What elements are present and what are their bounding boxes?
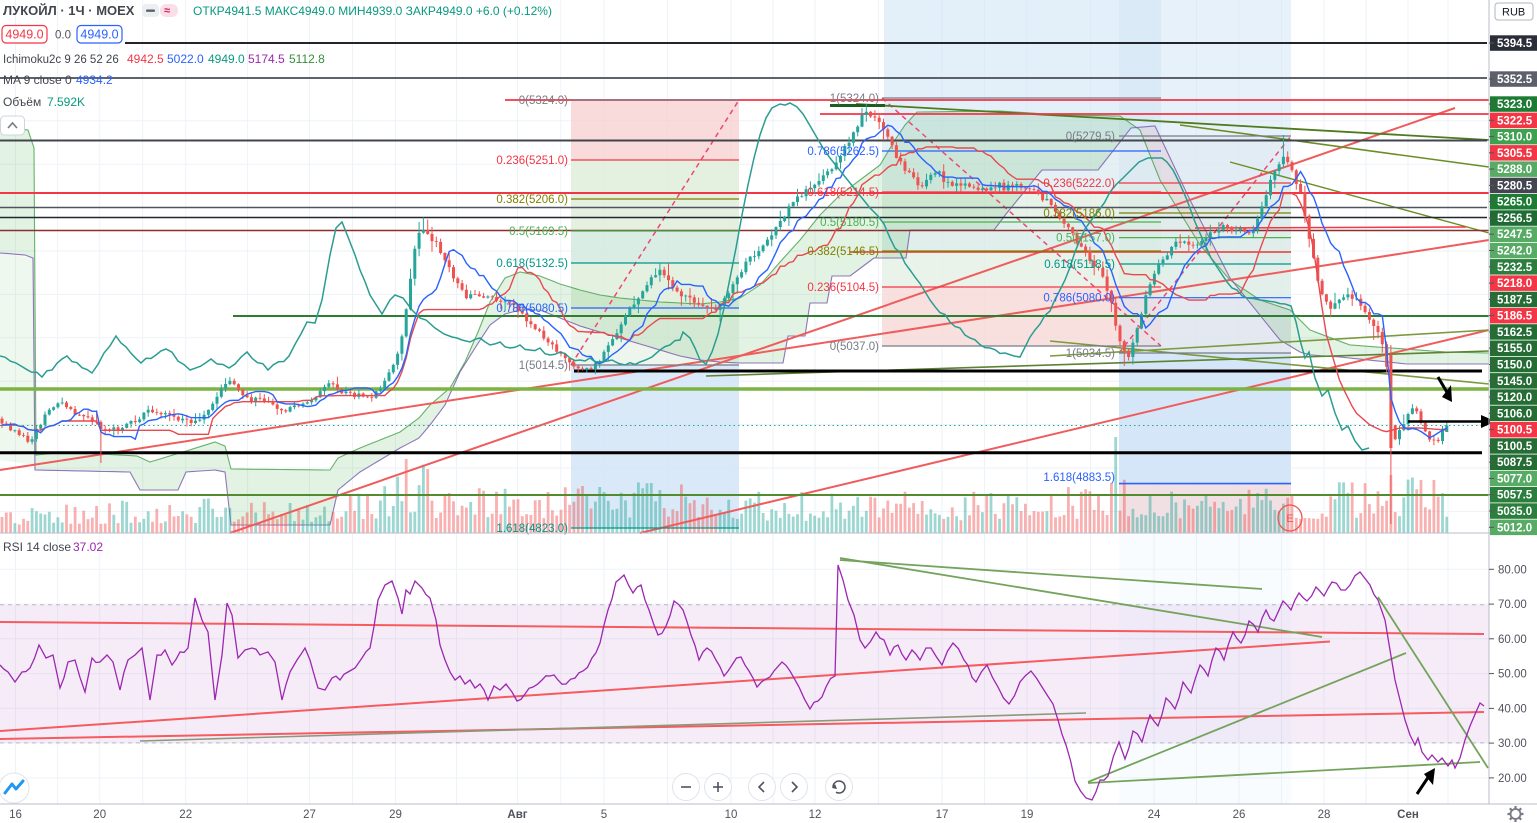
svg-text:5186.5: 5186.5	[1497, 311, 1533, 323]
svg-text:5057.5: 5057.5	[1497, 490, 1533, 502]
svg-text:37.02: 37.02	[73, 540, 103, 554]
svg-text:5288.0: 5288.0	[1497, 164, 1532, 176]
svg-text:20.00: 20.00	[1498, 773, 1527, 785]
svg-text:4949.0: 4949.0	[5, 28, 43, 42]
svg-text:ОТКР4941.5 МАКС4949.0 МИН493: ОТКР4941.5 МАКС4949.0 МИН4939.0 ЗАКР4949…	[193, 4, 552, 18]
svg-text:10: 10	[725, 809, 738, 821]
svg-text:60.00: 60.00	[1498, 634, 1527, 646]
svg-text:1(5324.0): 1(5324.0)	[830, 93, 879, 105]
svg-text:5112.8: 5112.8	[289, 52, 325, 66]
svg-text:5155.0: 5155.0	[1497, 343, 1532, 355]
svg-text:0.236(5222.0): 0.236(5222.0)	[1043, 178, 1115, 190]
svg-text:0.382(5186.0): 0.382(5186.0)	[1043, 208, 1115, 220]
svg-text:17: 17	[936, 809, 949, 821]
svg-text:RSI 14 close: RSI 14 close	[3, 540, 71, 554]
svg-text:0.786(5080.0): 0.786(5080.0)	[1043, 293, 1115, 305]
svg-text:4949.0: 4949.0	[208, 52, 245, 66]
svg-text:5247.5: 5247.5	[1497, 229, 1533, 241]
svg-text:4949.0: 4949.0	[80, 28, 118, 42]
svg-text:5322.5: 5322.5	[1497, 115, 1533, 127]
svg-text:0.0: 0.0	[55, 30, 71, 42]
svg-text:5394.5: 5394.5	[1497, 38, 1533, 50]
svg-text:70.00: 70.00	[1498, 599, 1527, 611]
svg-text:0(5324.0): 0(5324.0)	[519, 95, 568, 107]
svg-text:5035.0: 5035.0	[1497, 506, 1532, 518]
svg-text:1(5034.5): 1(5034.5)	[1066, 348, 1115, 360]
svg-text:0(5279.5): 0(5279.5)	[1066, 131, 1115, 143]
svg-text:5256.5: 5256.5	[1497, 213, 1533, 225]
svg-text:28: 28	[1318, 809, 1331, 821]
svg-text:5150.0: 5150.0	[1497, 360, 1532, 372]
svg-text:0(5037.0): 0(5037.0)	[830, 341, 879, 353]
svg-text:5265.0: 5265.0	[1497, 197, 1532, 209]
svg-text:Сен: Сен	[1397, 809, 1419, 821]
svg-text:20: 20	[93, 809, 106, 821]
svg-text:1(5014.5): 1(5014.5)	[519, 360, 568, 372]
svg-text:5174.5: 5174.5	[248, 52, 285, 66]
svg-text:7.592K: 7.592K	[47, 95, 85, 109]
svg-text:5305.5: 5305.5	[1497, 148, 1533, 160]
svg-text:5120.0: 5120.0	[1497, 392, 1532, 404]
svg-text:5: 5	[601, 809, 607, 821]
svg-text:0.382(5146.5): 0.382(5146.5)	[807, 246, 879, 258]
svg-text:4934.2: 4934.2	[76, 73, 113, 87]
svg-text:5022.0: 5022.0	[167, 52, 204, 66]
svg-text:Ichimoku2c 9 26 52 26: Ichimoku2c 9 26 52 26	[3, 54, 119, 66]
svg-text:5310.0: 5310.0	[1497, 132, 1532, 144]
svg-text:0.5(5157.0): 0.5(5157.0)	[1056, 233, 1115, 245]
svg-text:5352.5: 5352.5	[1497, 74, 1533, 86]
svg-text:0.786(5262.5): 0.786(5262.5)	[807, 146, 879, 158]
svg-text:1.618(4823.0): 1.618(4823.0)	[496, 523, 568, 535]
svg-text:5100.5: 5100.5	[1497, 425, 1533, 437]
svg-text:0.618(5214.5): 0.618(5214.5)	[807, 187, 879, 199]
svg-text:5323.0: 5323.0	[1497, 99, 1532, 111]
svg-text:≈: ≈	[164, 5, 170, 17]
svg-text:5232.5: 5232.5	[1497, 262, 1533, 274]
svg-text:50.00: 50.00	[1498, 669, 1527, 681]
svg-text:0.5(5180.5): 0.5(5180.5)	[820, 217, 879, 229]
svg-text:MA 9 close 0: MA 9 close 0	[3, 73, 72, 87]
svg-text:30.00: 30.00	[1498, 738, 1527, 750]
svg-text:0.618(5118.5): 0.618(5118.5)	[1044, 259, 1115, 271]
svg-text:24: 24	[1148, 809, 1161, 821]
svg-text:26: 26	[1233, 809, 1246, 821]
svg-text:5280.5: 5280.5	[1497, 180, 1533, 192]
svg-text:4942.5: 4942.5	[127, 52, 164, 66]
svg-text:27: 27	[303, 809, 316, 821]
svg-text:5106.0: 5106.0	[1497, 408, 1532, 420]
svg-text:0.786(5080.5): 0.786(5080.5)	[496, 303, 568, 315]
svg-text:ЛУКОЙЛ · 1Ч · MOEX: ЛУКОЙЛ · 1Ч · MOEX	[3, 3, 135, 18]
svg-text:16: 16	[9, 809, 22, 821]
svg-text:0.618(5132.5): 0.618(5132.5)	[496, 258, 568, 270]
svg-text:5162.5: 5162.5	[1497, 327, 1533, 339]
svg-text:5100.5: 5100.5	[1497, 441, 1533, 453]
svg-text:E: E	[1286, 513, 1293, 525]
svg-text:5218.0: 5218.0	[1497, 278, 1532, 290]
svg-text:Объём: Объём	[3, 95, 41, 109]
svg-text:5242.0: 5242.0	[1497, 246, 1532, 258]
svg-text:5187.5: 5187.5	[1497, 294, 1533, 306]
svg-text:5145.0: 5145.0	[1497, 376, 1532, 388]
svg-text:0.5(5169.5): 0.5(5169.5)	[509, 226, 568, 238]
svg-text:5077.0: 5077.0	[1497, 473, 1532, 485]
svg-text:5012.0: 5012.0	[1497, 522, 1532, 534]
svg-text:22: 22	[179, 809, 192, 821]
svg-text:80.00: 80.00	[1498, 564, 1527, 576]
svg-text:0.236(5104.5): 0.236(5104.5)	[807, 282, 879, 294]
svg-text:RUB: RUB	[1502, 7, 1525, 19]
svg-text:0.382(5206.0): 0.382(5206.0)	[496, 194, 568, 206]
svg-text:Авг: Авг	[507, 809, 527, 821]
svg-text:5087.5: 5087.5	[1497, 457, 1533, 469]
svg-text:0.236(5251.0): 0.236(5251.0)	[496, 155, 568, 167]
svg-text:1.618(4883.5): 1.618(4883.5)	[1043, 472, 1115, 484]
svg-text:19: 19	[1021, 809, 1034, 821]
svg-text:29: 29	[389, 809, 402, 821]
svg-text:40.00: 40.00	[1498, 703, 1527, 715]
svg-text:12: 12	[809, 809, 822, 821]
